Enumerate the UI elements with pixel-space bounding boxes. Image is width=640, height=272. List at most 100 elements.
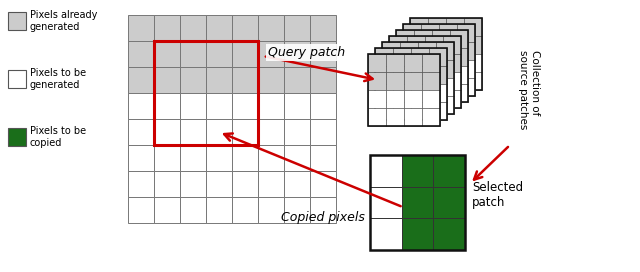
Bar [450, 66, 468, 84]
Bar [8, 12, 26, 30]
Bar [433, 218, 465, 250]
Bar [421, 24, 439, 42]
Bar [407, 72, 425, 90]
Bar [128, 197, 154, 223]
Bar [258, 197, 284, 223]
Bar [443, 54, 461, 72]
Bar [446, 72, 464, 90]
Bar [450, 48, 468, 66]
Bar [393, 84, 411, 102]
Bar [154, 145, 180, 171]
Bar [180, 67, 206, 93]
Bar [457, 60, 475, 78]
Bar [128, 93, 154, 119]
Bar [403, 24, 475, 96]
Bar [386, 108, 404, 126]
Bar [310, 41, 336, 67]
Bar [402, 218, 433, 250]
Bar [386, 54, 404, 72]
Bar [370, 187, 402, 218]
Bar [386, 72, 404, 90]
Bar [382, 78, 400, 96]
Bar [418, 42, 436, 60]
Bar [418, 78, 436, 96]
Bar [439, 78, 457, 96]
Bar [232, 119, 258, 145]
Bar [428, 54, 446, 72]
Text: Selected
patch: Selected patch [472, 181, 523, 209]
Bar [411, 84, 429, 102]
Bar [443, 90, 461, 108]
Bar [411, 48, 429, 66]
Bar [432, 66, 450, 84]
Bar [425, 36, 443, 54]
Bar [422, 108, 440, 126]
Bar [310, 171, 336, 197]
Bar [370, 218, 402, 250]
Bar [382, 60, 400, 78]
Bar [410, 18, 482, 90]
Bar [284, 67, 310, 93]
Bar [407, 90, 425, 108]
Bar [310, 197, 336, 223]
Bar [206, 197, 232, 223]
Bar [400, 78, 418, 96]
Bar [180, 145, 206, 171]
Bar [396, 30, 414, 48]
Bar [425, 90, 443, 108]
Bar [421, 60, 439, 78]
Bar [370, 155, 402, 187]
Bar [154, 41, 180, 67]
Bar [450, 84, 468, 102]
Bar [393, 48, 411, 66]
Bar [404, 72, 422, 90]
Bar [418, 60, 436, 78]
Bar [436, 78, 454, 96]
Bar [375, 102, 393, 120]
Bar [232, 15, 258, 41]
Bar [396, 66, 414, 84]
Bar [410, 36, 428, 54]
Bar [382, 42, 400, 60]
Bar [407, 36, 425, 54]
Bar [403, 24, 421, 42]
Bar [464, 72, 482, 90]
Bar [310, 119, 336, 145]
Bar [428, 36, 446, 54]
Bar [310, 67, 336, 93]
Bar [432, 48, 450, 66]
Bar [422, 90, 440, 108]
Bar [375, 66, 393, 84]
Bar [284, 15, 310, 41]
Bar [154, 93, 180, 119]
Bar [180, 41, 206, 67]
Bar [375, 84, 393, 102]
Bar [464, 54, 482, 72]
Bar [457, 42, 475, 60]
Bar [425, 72, 443, 90]
Bar [128, 119, 154, 145]
Bar [180, 197, 206, 223]
Bar [439, 60, 457, 78]
Bar [180, 93, 206, 119]
Bar [386, 90, 404, 108]
Text: Collection of
source patches: Collection of source patches [518, 50, 540, 130]
Bar [258, 41, 284, 67]
Bar [400, 96, 418, 114]
Bar [414, 30, 432, 48]
Bar [407, 54, 425, 72]
Bar [400, 42, 418, 60]
Bar [128, 145, 154, 171]
Bar [284, 145, 310, 171]
Text: Pixels to be
generated: Pixels to be generated [30, 68, 86, 90]
Bar [284, 41, 310, 67]
Bar [232, 67, 258, 93]
Bar [128, 41, 154, 67]
Bar [393, 102, 411, 120]
Bar [403, 42, 421, 60]
Bar [411, 66, 429, 84]
Bar [436, 60, 454, 78]
Bar [232, 171, 258, 197]
Bar [154, 119, 180, 145]
Bar [418, 96, 436, 114]
